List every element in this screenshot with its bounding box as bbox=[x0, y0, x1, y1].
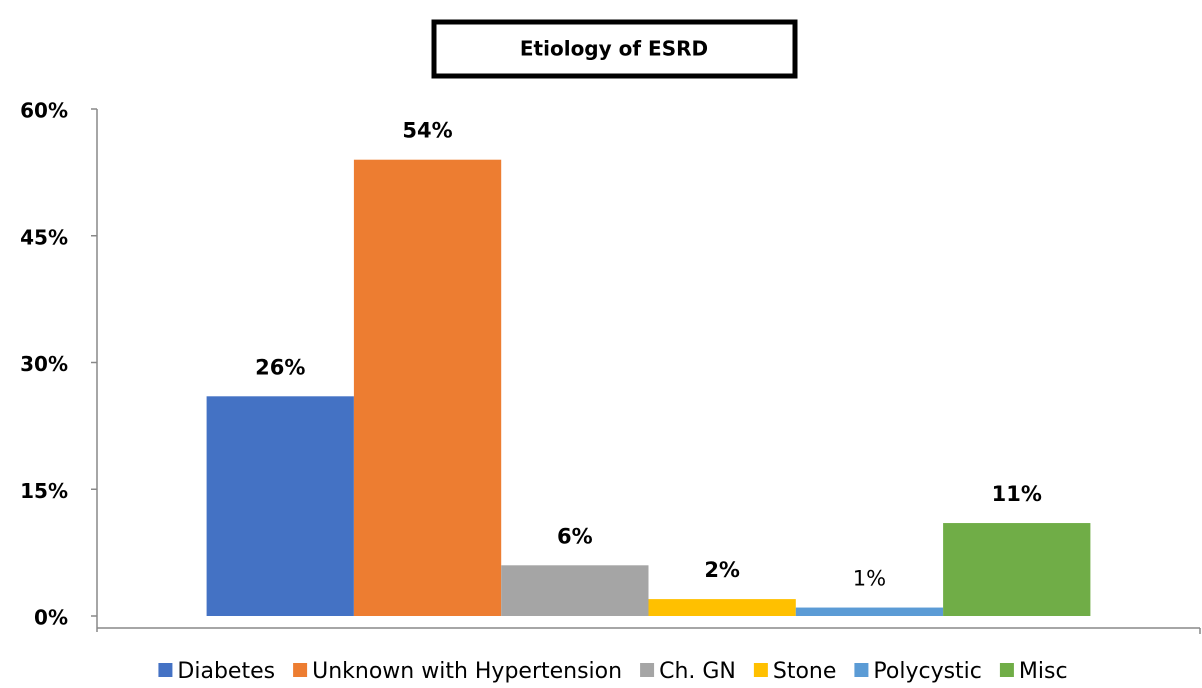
legend-swatch bbox=[293, 663, 308, 677]
y-tick-label: 60% bbox=[20, 99, 68, 123]
y-tick-label: 0% bbox=[34, 606, 68, 630]
bar bbox=[353, 159, 502, 616]
y-tick-label: 15% bbox=[20, 479, 68, 503]
bar bbox=[648, 599, 796, 616]
data-label: 11% bbox=[992, 482, 1042, 506]
legend-label: Stone bbox=[773, 659, 837, 684]
y-tick-label: 30% bbox=[20, 352, 68, 376]
data-label: 2% bbox=[704, 558, 740, 582]
bar bbox=[795, 607, 944, 616]
chart-title: Etiology of ESRD bbox=[520, 37, 708, 61]
data-label: 54% bbox=[402, 119, 452, 143]
legend-label: Misc bbox=[1019, 659, 1068, 684]
legend-swatch bbox=[854, 663, 869, 677]
legend-swatch bbox=[999, 663, 1014, 677]
y-tick-label: 45% bbox=[20, 225, 68, 249]
title-box bbox=[431, 19, 798, 79]
legend-label: Polycystic bbox=[873, 659, 982, 684]
legend-label: Diabetes bbox=[177, 659, 275, 684]
bar bbox=[501, 565, 649, 616]
data-label: 6% bbox=[557, 524, 593, 548]
bar bbox=[206, 396, 354, 616]
legend-label: Unknown with Hypertension bbox=[312, 659, 622, 684]
legend-label: Ch. GN bbox=[659, 659, 736, 684]
bar bbox=[943, 523, 1091, 616]
legend-swatch bbox=[158, 663, 173, 677]
data-label: 26% bbox=[255, 355, 305, 379]
data-label: 1% bbox=[853, 567, 886, 591]
legend-swatch bbox=[640, 663, 655, 677]
legend-swatch bbox=[753, 663, 768, 677]
